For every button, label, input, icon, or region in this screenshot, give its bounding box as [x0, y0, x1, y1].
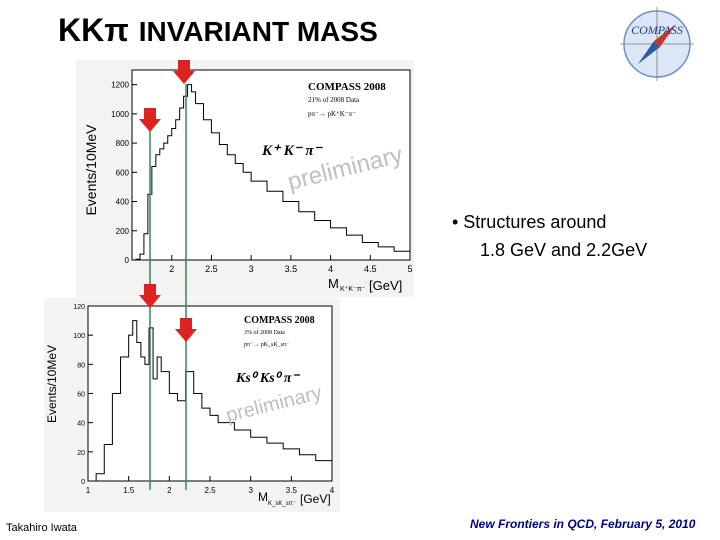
top-x-axis: 2 2.5 3 3.5 4 4.5 5 — [169, 255, 413, 274]
top-header: COMPASS 2008 — [308, 81, 386, 93]
top-histogram — [132, 84, 411, 261]
bottom-x-tick-label: 2.5 — [204, 486, 216, 495]
top-x-label-sub: K⁺K⁻π⁻ — [340, 286, 366, 293]
bottom-x-tick-label: 4 — [330, 486, 335, 495]
top-x-label-unit: [GeV] — [369, 278, 402, 293]
bottom-x-label: M — [258, 490, 268, 504]
top-y-tick-label: 400 — [116, 198, 130, 207]
bottom-reaction: pπ⁻→ pK_sK_sπ⁻ — [244, 342, 289, 348]
logo-text: COMPASS — [631, 23, 683, 37]
bottom-x-tick-label: 3 — [248, 486, 253, 495]
top-y-tick-label: 0 — [125, 256, 130, 265]
top-y-label: Events/10MeV — [83, 124, 99, 216]
top-channel-label: K⁺ K⁻ π⁻ — [261, 143, 324, 159]
top-subheader: 21% of 2008 Data — [308, 96, 360, 104]
top-y-tick-label: 600 — [116, 168, 130, 177]
bottom-x-tick-label: 2 — [167, 486, 172, 495]
bottom-y-tick-label: 100 — [73, 333, 85, 340]
bullet-text: • Structures around 1.8 GeV and 2.2GeV — [452, 208, 647, 264]
footer: New Frontiers in QCD, February 5, 2010 — [470, 517, 696, 531]
bottom-y-tick-label: 60 — [77, 392, 85, 399]
slide-title: KKπ INVARIANT MASS — [58, 12, 378, 49]
top-y-tick-label: 800 — [116, 139, 130, 148]
title-sub: INVARIANT MASS — [138, 16, 378, 47]
top-x-tick-label: 3 — [249, 264, 254, 274]
bottom-y-tick-label: 120 — [73, 304, 85, 311]
bottom-x-axis: 1 1.5 2 2.5 3 3.5 4 — [86, 476, 335, 495]
author: Takahiro Iwata — [6, 522, 77, 534]
top-x-tick-label: 3.5 — [285, 264, 298, 274]
bottom-x-label-sub: K_sK_sπ⁻ — [268, 501, 296, 507]
top-x-tick-label: 4 — [328, 264, 333, 274]
top-y-tick-label: 200 — [116, 227, 130, 236]
top-x-tick-label: 5 — [407, 264, 412, 274]
chart-bottom: 0 20 40 60 80 100 120 1 1.5 2 2.5 3 3.5 4 COMPASS 20… — [44, 298, 340, 512]
chart-top: 0 200 400 600 800 1000 1200 2 2.5 3 3.5 4 4.5 5 COMP… — [76, 60, 414, 297]
top-x-label: M — [328, 276, 339, 291]
bottom-y-tick-label: 0 — [81, 479, 85, 486]
bottom-y-label: Events/10MeV — [45, 345, 59, 423]
top-y-tick-label: 1000 — [111, 110, 129, 119]
bottom-x-tick-label: 3.5 — [286, 486, 298, 495]
bottom-y-tick-label: 40 — [77, 421, 85, 428]
top-y-tick-label: 1200 — [111, 81, 129, 90]
bottom-histogram — [88, 320, 333, 482]
bottom-subheader: 3% of 2008 Data — [244, 329, 285, 336]
bottom-x-label-unit: [GeV] — [300, 492, 331, 506]
top-reaction: pπ⁻→ pK⁺K⁻π⁻ — [308, 110, 356, 118]
bullet-line-1: • Structures around — [452, 212, 607, 232]
compass-logo: COMPASS — [620, 7, 694, 81]
top-y-axis: 0 200 400 600 800 1000 1200 — [111, 81, 137, 265]
bottom-channel-label: Ks⁰ Ks⁰ π⁻ — [235, 371, 300, 386]
title-main: KKπ — [58, 12, 129, 48]
top-x-tick-label: 2 — [169, 264, 174, 274]
bottom-x-tick-label: 1 — [86, 486, 91, 495]
bottom-x-tick-label: 1.5 — [123, 486, 135, 495]
bullet-line-2: 1.8 GeV and 2.2GeV — [480, 240, 648, 260]
bottom-y-tick-label: 20 — [77, 450, 85, 457]
top-x-tick-label: 4.5 — [364, 264, 377, 274]
bottom-y-tick-label: 80 — [77, 362, 85, 369]
bottom-header: COMPASS 2008 — [244, 315, 315, 326]
top-x-tick-label: 2.5 — [205, 264, 218, 274]
